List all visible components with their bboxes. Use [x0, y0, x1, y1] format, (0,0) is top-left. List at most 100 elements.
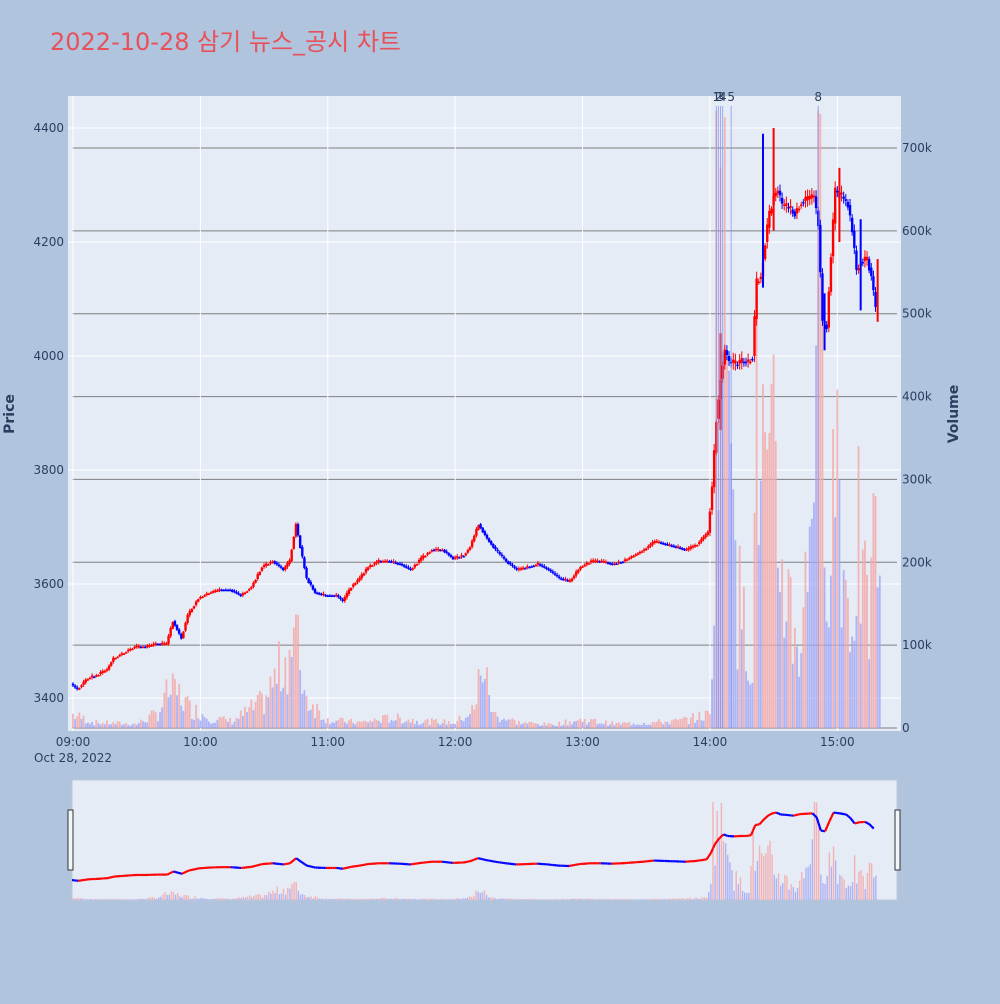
slider-handle-right[interactable]: [895, 810, 900, 870]
candle-body: [503, 557, 505, 559]
slider-volume-bar: [266, 895, 267, 900]
slider-volume-bar: [494, 898, 495, 900]
volume-bar: [698, 712, 700, 728]
candle-body: [320, 594, 322, 596]
volume-bar: [161, 707, 163, 728]
slider-price-segment: [110, 877, 112, 878]
volume-bar: [363, 721, 365, 728]
volume-bar: [350, 719, 352, 728]
slider-volume-bar: [571, 899, 572, 900]
volume-bar: [333, 723, 335, 728]
volume-bar: [607, 726, 609, 728]
slider-price-segment: [260, 864, 262, 865]
candle-body: [282, 568, 284, 570]
volume-bar: [308, 711, 310, 728]
slider-volume-bar: [596, 899, 597, 900]
candle-body: [354, 583, 356, 585]
volume-bar: [798, 677, 800, 728]
volume-bar: [514, 720, 516, 728]
candle-body: [225, 590, 227, 592]
volume-bar: [359, 721, 361, 728]
candle-body: [299, 536, 301, 548]
slider-volume-bar: [568, 899, 569, 900]
candle-body: [792, 210, 794, 214]
volume-bar: [414, 724, 416, 728]
slider-price-segment: [171, 871, 173, 872]
slider-volume-bar: [856, 883, 857, 900]
slider-volume-bar: [355, 899, 356, 900]
slider-handle-left[interactable]: [68, 810, 73, 870]
candle-body: [114, 658, 116, 660]
slider-volume-bar: [323, 899, 324, 900]
slider-volume-bar: [617, 899, 618, 900]
candle-body: [250, 587, 252, 589]
candle-body: [679, 548, 681, 550]
candle-body: [492, 544, 494, 548]
candle-body: [448, 553, 450, 555]
candle-body: [182, 632, 184, 638]
candle-body: [93, 677, 95, 679]
candle-body: [586, 563, 588, 565]
slider-volume-bar: [80, 899, 81, 900]
candle-body: [216, 590, 218, 592]
candle-body: [465, 553, 467, 555]
candle-body: [738, 360, 740, 363]
volume-bar: [575, 721, 577, 728]
slider-volume-bar: [771, 854, 772, 900]
candle-body: [82, 682, 84, 685]
candle-body: [643, 549, 645, 551]
slider-volume-bar: [477, 892, 478, 900]
slider-volume-bar: [843, 879, 844, 900]
slider-volume-bar: [433, 899, 434, 900]
slider-volume-bar: [594, 899, 595, 900]
volume-bar: [408, 720, 410, 728]
volume-bar: [794, 628, 796, 728]
volume-bar: [658, 719, 660, 728]
candle-body: [140, 647, 142, 649]
volume-bar: [768, 433, 770, 728]
candle-body: [694, 545, 696, 547]
slider-volume-bar: [230, 899, 231, 900]
volume-bar: [620, 725, 622, 728]
volume-bar: [701, 720, 703, 728]
range-slider[interactable]: [68, 780, 900, 900]
candle-body: [535, 565, 537, 567]
slider-volume-bar: [579, 899, 580, 900]
slider-volume-bar: [158, 897, 159, 900]
volume-bar: [751, 683, 753, 728]
slider-volume-bar: [513, 899, 514, 900]
volume-bar: [380, 723, 382, 728]
candle-body: [726, 350, 728, 355]
volume-bar: [412, 719, 414, 728]
candle-body: [851, 218, 853, 232]
volume-bar: [488, 695, 490, 728]
candle-body: [150, 645, 152, 647]
volume-bar: [95, 720, 97, 728]
volume-bar: [221, 717, 223, 728]
candle-body: [233, 591, 235, 593]
slider-volume-bar: [312, 898, 313, 900]
candle-body: [246, 591, 248, 593]
candle-body: [273, 561, 275, 563]
candle-body: [195, 602, 197, 606]
volume-bar: [737, 669, 739, 728]
volume-bar: [662, 724, 664, 728]
volume-bar: [361, 722, 363, 728]
slider-volume-bar: [270, 894, 271, 900]
candle-body: [611, 563, 613, 565]
candle-body: [639, 552, 641, 554]
volume-bar: [265, 695, 267, 728]
volume-bar: [401, 724, 403, 728]
candle-body: [505, 559, 507, 562]
volume-tick-label: 0: [902, 721, 910, 735]
slider-price-segment: [872, 826, 874, 828]
volume-bar: [257, 695, 259, 728]
volume-bar: [633, 724, 635, 728]
slider-volume-bar: [710, 884, 711, 900]
volume-bar: [526, 724, 528, 728]
volume-bar: [707, 711, 709, 728]
volume-bar: [613, 725, 615, 728]
candle-body: [288, 560, 290, 564]
candle-body: [403, 565, 405, 567]
volume-bar: [183, 711, 185, 728]
